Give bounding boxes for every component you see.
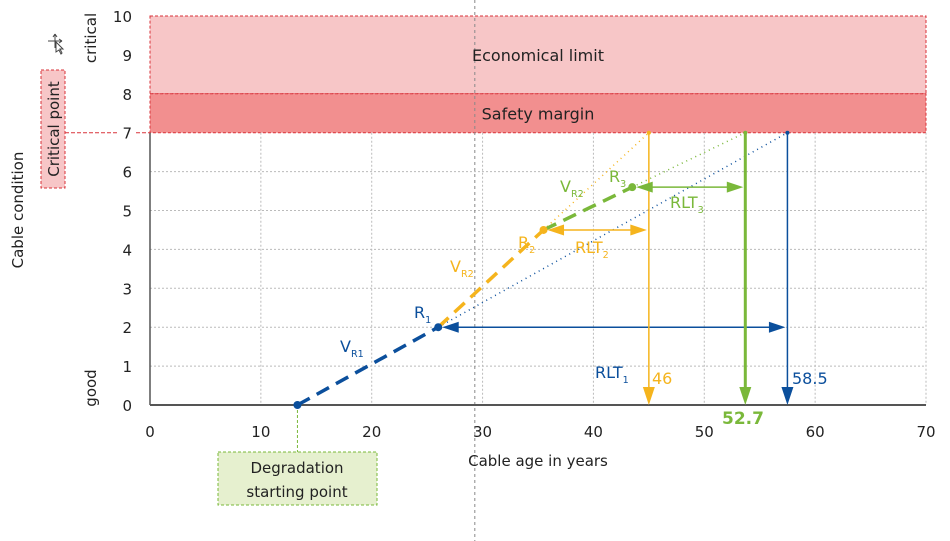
y-tick-label: 6 bbox=[122, 164, 132, 182]
x-tick-label: 60 bbox=[806, 423, 825, 441]
end-of-life-value: 58.5 bbox=[792, 369, 828, 388]
x-axis-label: Cable age in years bbox=[468, 452, 608, 470]
arrowhead bbox=[739, 387, 752, 405]
reading-point bbox=[628, 183, 637, 192]
rate-label: VR2 bbox=[450, 257, 474, 280]
zone-label: Economical limit bbox=[472, 46, 604, 65]
arrowhead bbox=[781, 387, 794, 405]
end-of-life-point bbox=[785, 130, 790, 135]
x-tick-label: 70 bbox=[916, 423, 935, 441]
start-point-label-line1: Degradation bbox=[250, 459, 343, 477]
end-of-life-point bbox=[743, 130, 748, 135]
y-tick-label: 10 bbox=[113, 8, 132, 26]
extrapolation-line bbox=[631, 132, 746, 188]
x-tick-label: 50 bbox=[695, 423, 714, 441]
x-tick-label: 30 bbox=[473, 423, 492, 441]
arrowhead bbox=[768, 321, 786, 333]
x-tick-label: 40 bbox=[584, 423, 603, 441]
y-tick-label: 4 bbox=[122, 241, 132, 259]
reading-label: R1 bbox=[414, 303, 431, 326]
y-tick-label: 8 bbox=[122, 86, 132, 104]
y-top-label: critical bbox=[82, 13, 100, 63]
arrowhead bbox=[636, 181, 653, 193]
reading-point bbox=[434, 323, 443, 332]
reading-label: R3 bbox=[609, 167, 626, 190]
rlt-label: RLT3 bbox=[670, 193, 704, 216]
reading-point bbox=[539, 225, 548, 234]
y-tick-label: 2 bbox=[122, 319, 132, 337]
arrowhead bbox=[630, 224, 647, 236]
x-tick-label: 20 bbox=[362, 423, 381, 441]
zone-safety-margin bbox=[149, 93, 927, 134]
start-point-box bbox=[217, 451, 378, 506]
y-tick-label: 3 bbox=[122, 280, 132, 298]
end-of-life-value: 52.7 bbox=[722, 409, 764, 429]
y-tick-label: 7 bbox=[122, 125, 132, 143]
x-tick-label: 10 bbox=[251, 423, 270, 441]
y-bottom-label: good bbox=[82, 369, 100, 406]
critical-point-label: Critical point bbox=[45, 81, 63, 177]
rlt-label: RLT2 bbox=[575, 238, 609, 261]
start-point-label-line2: starting point bbox=[246, 483, 347, 501]
rlt-label: RLT1 bbox=[595, 363, 629, 386]
degradation-segment bbox=[542, 185, 633, 232]
arrowhead bbox=[547, 224, 565, 236]
reading-label: R2 bbox=[518, 233, 535, 256]
critical-point-box bbox=[40, 69, 66, 189]
degradation-segment bbox=[296, 325, 440, 407]
arrowhead bbox=[442, 321, 459, 333]
y-tick-label: 0 bbox=[122, 397, 132, 415]
rate-label: VR1 bbox=[340, 337, 364, 360]
zone-label: Safety margin bbox=[482, 104, 595, 123]
y-tick-label: 5 bbox=[122, 203, 132, 221]
end-of-life-value: 46 bbox=[652, 369, 672, 388]
y-tick-label: 1 bbox=[122, 358, 132, 376]
arrowhead bbox=[726, 181, 744, 193]
y-tick-label: 9 bbox=[122, 47, 132, 65]
start-point-marker bbox=[293, 401, 302, 409]
rate-label: VR2 bbox=[560, 177, 584, 200]
zone-economical-limit bbox=[149, 15, 927, 95]
move-cursor-icon bbox=[48, 33, 65, 55]
arrowhead bbox=[642, 387, 655, 405]
degradation-segment bbox=[437, 228, 545, 329]
end-of-life-point bbox=[646, 130, 651, 135]
x-tick-label: 0 bbox=[145, 423, 155, 441]
y-axis-label: Cable condition bbox=[9, 152, 27, 269]
